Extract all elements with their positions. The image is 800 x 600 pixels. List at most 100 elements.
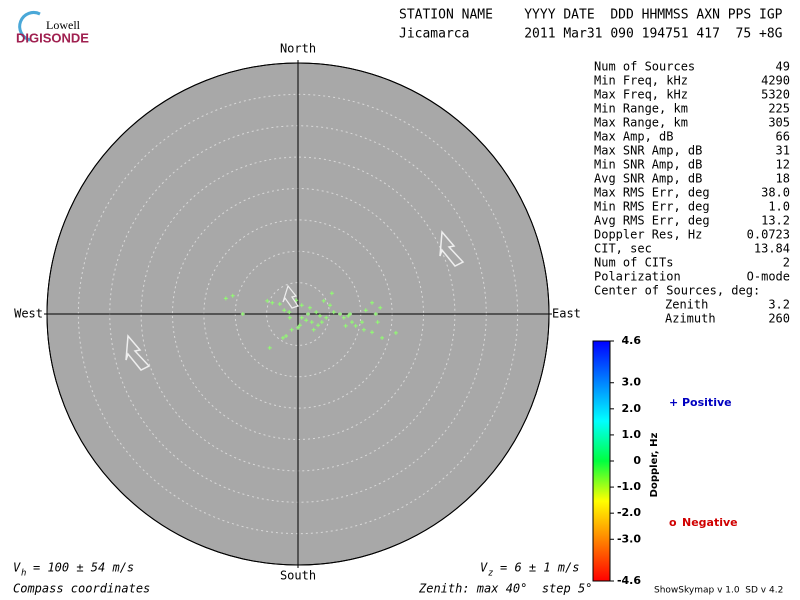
colorbar: 4.6 3.0 2.0 1.0 0 -1.0 -2.0 -3.0 -4.6 Doppler, Hz (592, 334, 660, 587)
stat-value: 4290 (761, 74, 790, 88)
colorbar-label: 0 (633, 454, 641, 467)
source (353, 323, 358, 328)
stat-value: 1.0 (768, 200, 790, 214)
stat-label: Max Range, km (594, 116, 688, 130)
source (277, 301, 282, 306)
header-values: Jicamarca 2011 Mar31 090 194751 417 75 +… (399, 27, 783, 42)
source (287, 310, 292, 315)
stat-label: Min Range, km (594, 102, 688, 116)
source (343, 323, 348, 328)
dir-west: West (14, 307, 43, 321)
source (349, 320, 354, 325)
center-label: Zenith (665, 298, 708, 312)
stat-value: 12 (776, 158, 790, 172)
stat-label: Num of CITs (594, 256, 673, 270)
source (370, 330, 375, 335)
source (299, 315, 304, 320)
source (311, 327, 316, 332)
source (223, 296, 228, 301)
stat-label: Max RMS Err, deg (594, 186, 710, 200)
source (393, 330, 398, 335)
stats: Num of Sources 49 Min Freq, kHz 4290 Max Fre… (594, 60, 790, 326)
stat-label: Doppler Res, Hz (594, 228, 702, 242)
stat-value: 305 (768, 116, 790, 130)
logo-top: Lowell (46, 18, 81, 32)
stat-value: 38.0 (761, 186, 790, 200)
stat-label: Min SNR Amp, dB (594, 158, 702, 172)
stat-value: 31 (776, 144, 790, 158)
stat-label: Min RMS Err, deg (594, 200, 710, 214)
colorbar-label: -1.0 (617, 480, 641, 493)
source (348, 312, 353, 316)
dir-south: South (280, 569, 316, 583)
colorbar-label: 3.0 (622, 376, 642, 389)
stat-label: CIT, sec (594, 242, 652, 256)
velocity-arrow (282, 284, 299, 309)
source (240, 312, 245, 316)
source (328, 303, 333, 308)
colorbar-label: 2.0 (622, 402, 642, 415)
stat-label: Avg SNR Amp, dB (594, 172, 702, 186)
stat-value: 13.84 (754, 242, 790, 256)
vz-sub: z (488, 569, 493, 579)
plot: North South East West (14, 42, 581, 583)
colorbar-title: Doppler, Hz (649, 433, 660, 498)
source (324, 315, 329, 320)
source (297, 323, 302, 328)
colorbar-label: -2.0 (617, 506, 641, 519)
stat-value: O-mode (747, 270, 790, 284)
vh-text: = 100 ± 54 m/s (33, 561, 134, 575)
source (361, 327, 366, 332)
source (284, 333, 289, 338)
center-value: 260 (768, 312, 790, 326)
source (230, 293, 235, 298)
legend-negative-symbol: o (669, 516, 677, 529)
stat-value: 225 (768, 102, 790, 116)
source (267, 345, 272, 350)
stat-value: 49 (776, 60, 790, 74)
stat-value: 0.0723 (747, 228, 790, 242)
source (329, 291, 334, 296)
source (338, 312, 343, 316)
velocity-arrow (439, 230, 465, 267)
source (280, 335, 285, 340)
source (282, 308, 287, 313)
source (299, 303, 304, 308)
vz-symbol: V (480, 561, 488, 575)
source (287, 315, 292, 320)
source (373, 312, 378, 316)
center-value: 3.2 (768, 298, 790, 312)
colorbar-label: -4.6 (617, 574, 641, 587)
source (321, 298, 326, 303)
vz-text: = 6 ± 1 m/s (500, 561, 579, 575)
stat-label: Num of Sources (594, 60, 695, 74)
source (309, 320, 314, 325)
center-label: Azimuth (665, 312, 716, 326)
colorbar-label: 4.6 (622, 334, 642, 347)
dir-east: East (552, 307, 581, 321)
source (360, 320, 365, 325)
stat-value: 18 (776, 172, 790, 186)
legend-negative: Negative (682, 516, 738, 529)
logo-bottom: DIGISONDE (16, 30, 89, 45)
source (341, 315, 346, 320)
source (289, 327, 294, 332)
stat-value: 66 (776, 130, 790, 144)
source (304, 318, 309, 323)
colorbar-label: 1.0 (622, 428, 642, 441)
center-title: Center of Sources, deg: (594, 284, 760, 298)
zenith-note: Zenith: max 40° step 5° (418, 582, 592, 596)
source (380, 335, 385, 340)
source (316, 323, 321, 328)
logo-swoosh (18, 11, 41, 42)
stat-label: Max Freq, kHz (594, 88, 688, 102)
vh-sub: h (21, 569, 26, 579)
stat-label: Max SNR Amp, dB (594, 144, 702, 158)
coords-note: Compass coordinates (13, 582, 150, 596)
source (270, 300, 275, 305)
stat-value: 2 (783, 256, 790, 270)
source (331, 310, 336, 315)
source (363, 308, 368, 313)
source (375, 320, 380, 325)
